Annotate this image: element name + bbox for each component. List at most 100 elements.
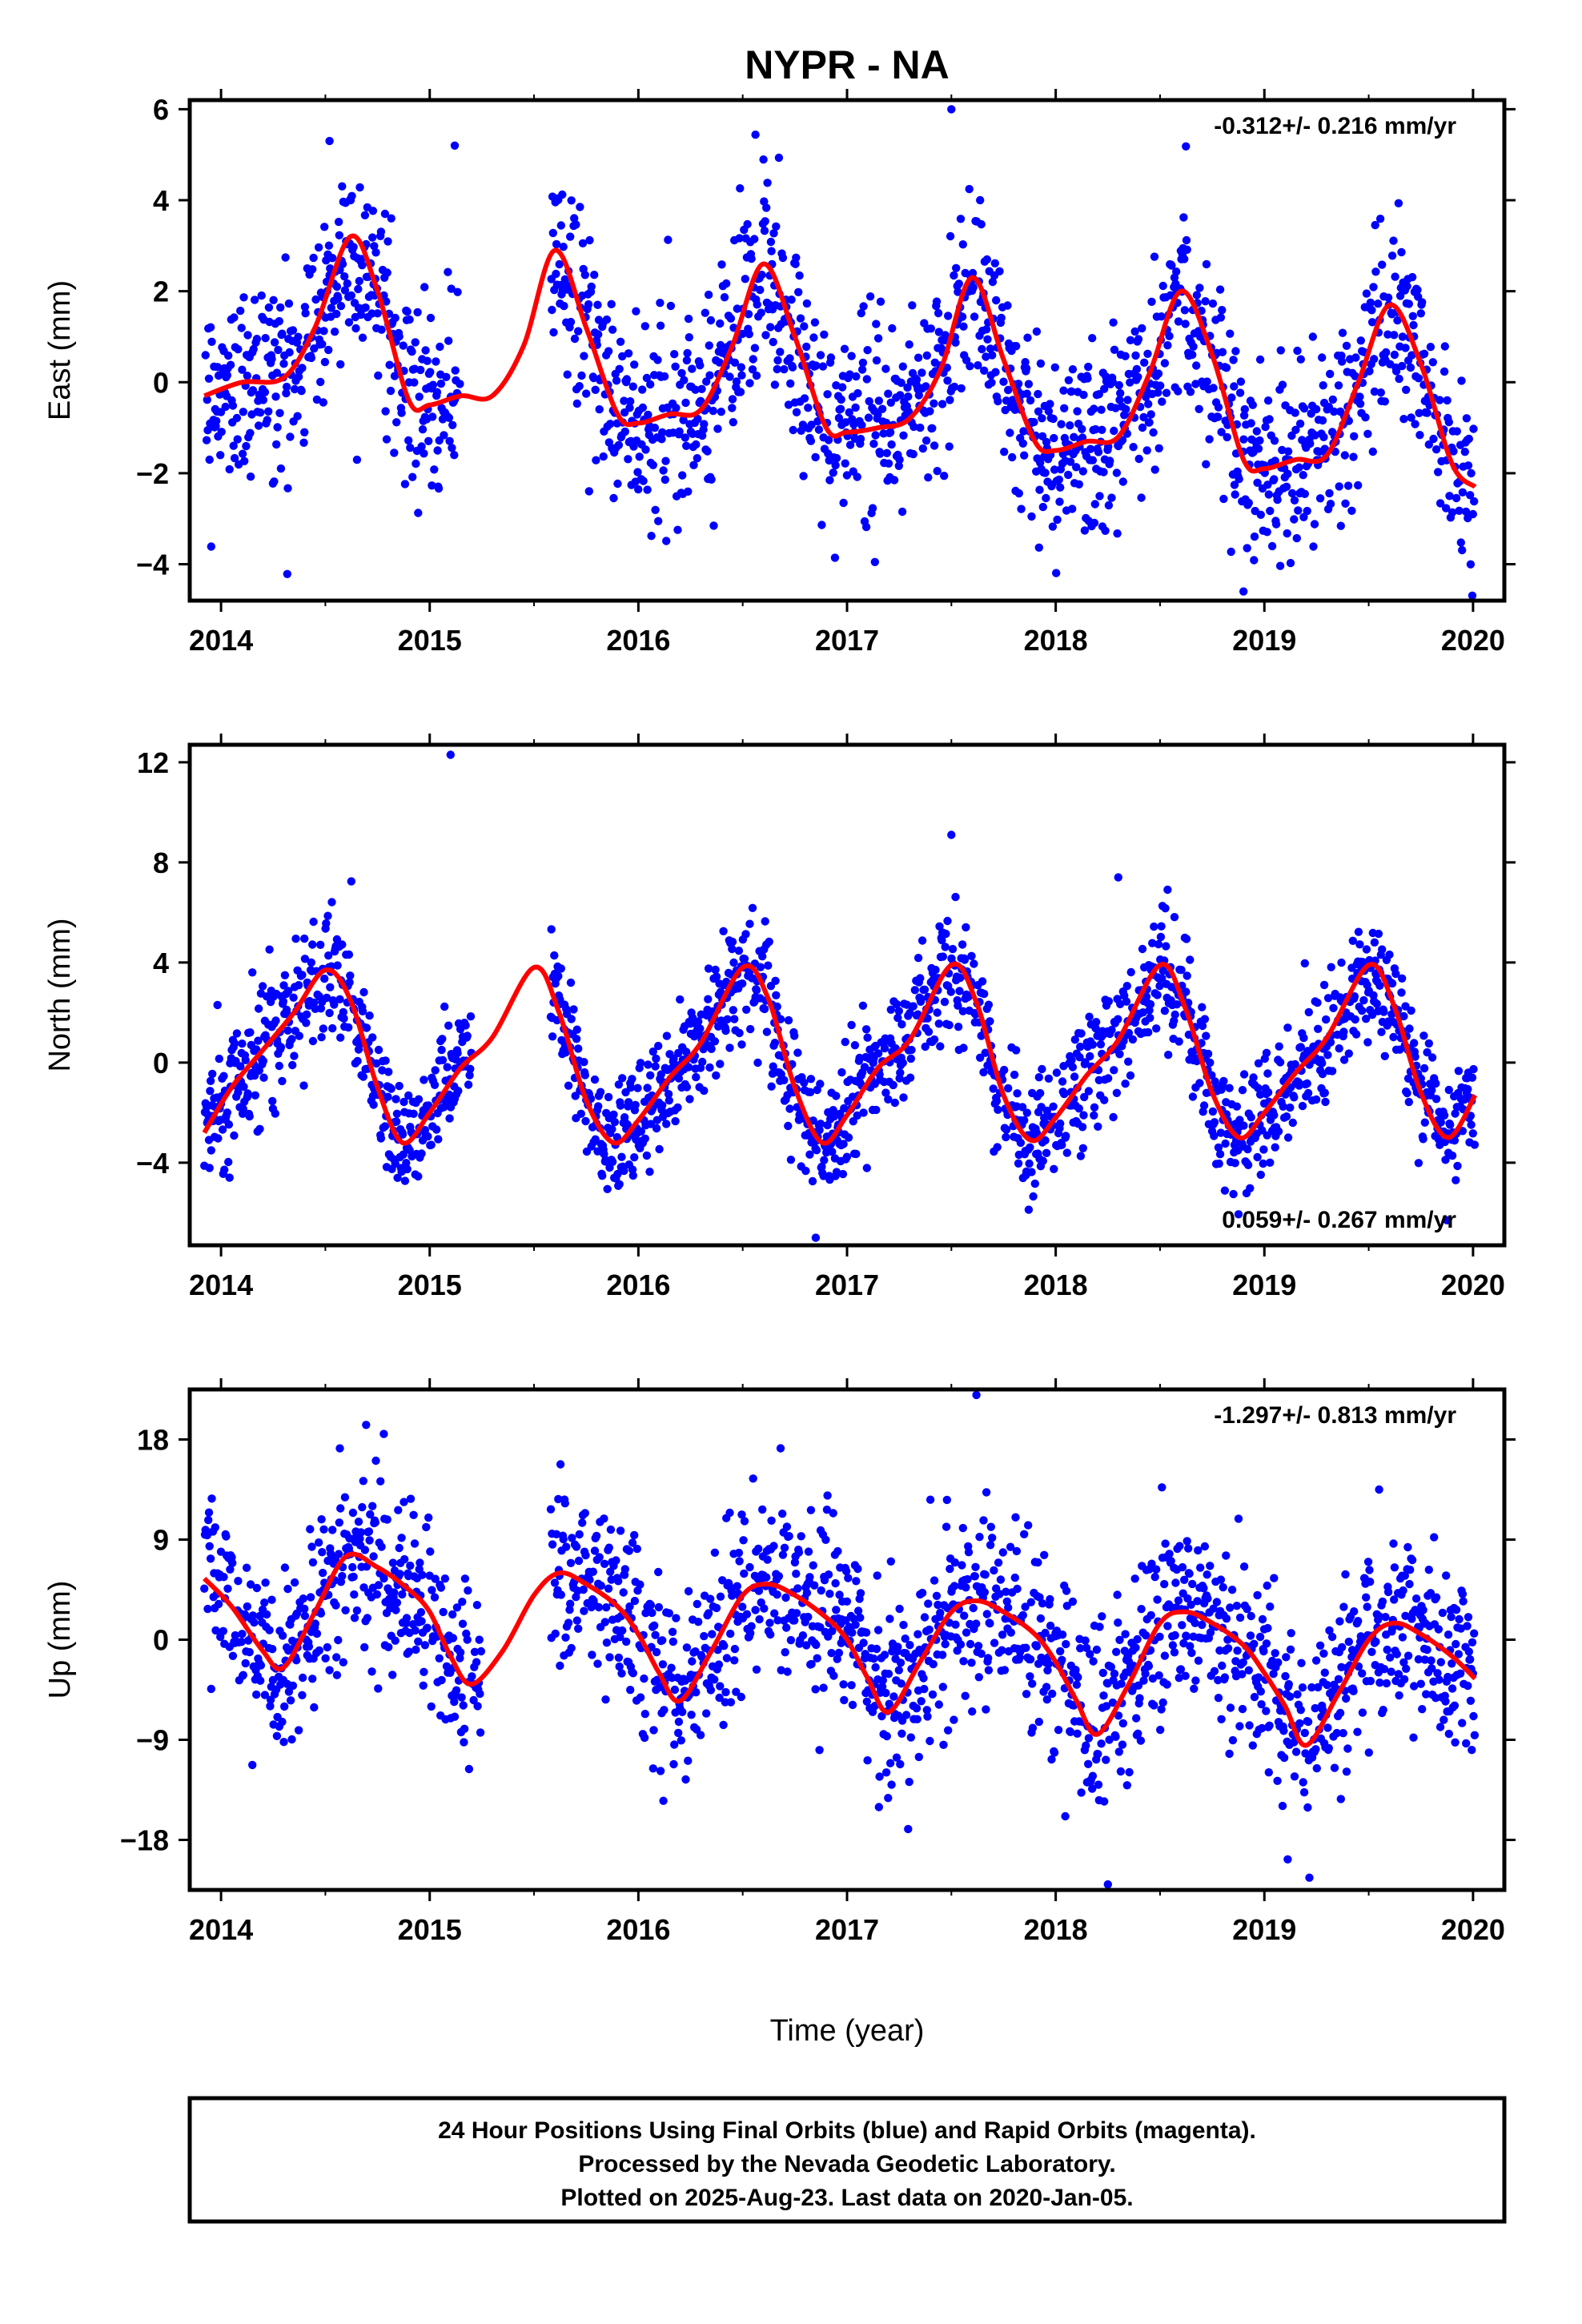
data-point (580, 1606, 588, 1615)
data-point (245, 1647, 254, 1657)
data-point (1401, 1002, 1410, 1011)
data-point (585, 1575, 594, 1584)
data-point (1435, 499, 1445, 508)
data-point (988, 351, 997, 360)
data-point (295, 1031, 303, 1040)
data-point (897, 1019, 906, 1029)
data-point (1447, 508, 1457, 517)
data-point (364, 1527, 374, 1536)
data-point (1142, 392, 1150, 401)
data-point (236, 1062, 245, 1071)
data-point (383, 1515, 391, 1524)
data-point (464, 1080, 473, 1089)
data-point (924, 473, 933, 482)
data-point (620, 427, 629, 436)
data-point (339, 1014, 348, 1023)
data-point (998, 1548, 1008, 1557)
data-point (628, 1669, 637, 1678)
data-point (1147, 297, 1156, 306)
data-point (255, 1124, 264, 1134)
data-point (271, 1109, 279, 1118)
data-point (781, 1648, 789, 1657)
data-point (1287, 489, 1297, 498)
data-point (754, 1544, 763, 1554)
data-point (876, 297, 885, 306)
data-point (1128, 1035, 1138, 1044)
data-point (1407, 413, 1415, 422)
data-point (450, 451, 459, 460)
data-point (241, 1055, 250, 1065)
data-point (921, 1042, 930, 1051)
data-point (737, 363, 745, 372)
y-tick-label: 4 (153, 184, 169, 217)
data-point (982, 1488, 991, 1497)
data-point (1431, 445, 1441, 454)
data-point (1125, 1767, 1134, 1777)
data-point (412, 1645, 420, 1655)
data-point (255, 1611, 264, 1621)
data-point (958, 1561, 966, 1570)
data-point (990, 1566, 998, 1575)
data-point (399, 341, 408, 350)
data-point (1060, 404, 1069, 412)
data-point (849, 1117, 857, 1126)
data-point (646, 1601, 656, 1610)
data-point (983, 335, 992, 344)
data-point (1008, 452, 1017, 462)
data-point (723, 1015, 732, 1024)
data-point (1109, 1112, 1118, 1122)
data-point (674, 1728, 683, 1738)
data-point (1162, 942, 1170, 951)
data-point (1086, 444, 1095, 453)
data-point (466, 1064, 475, 1074)
data-point (381, 1056, 390, 1065)
data-point (942, 364, 952, 372)
data-point (454, 1087, 463, 1096)
data-point (406, 443, 415, 452)
data-point (435, 1654, 444, 1663)
data-point (767, 1082, 776, 1091)
data-point (958, 312, 967, 321)
data-point (693, 1599, 701, 1609)
data-point (1137, 1605, 1146, 1614)
data-point (1123, 396, 1132, 404)
data-point (1090, 1103, 1099, 1112)
data-point (332, 935, 342, 944)
rate-label-north: 0.059+/- 0.267 mm/yr (1222, 1207, 1456, 1233)
data-point (327, 898, 336, 907)
data-point (416, 365, 425, 375)
data-point (289, 993, 298, 1002)
data-point (675, 427, 684, 436)
data-point (895, 1604, 904, 1614)
data-point (1456, 538, 1466, 547)
data-point (1202, 1031, 1211, 1040)
data-point (1072, 463, 1081, 472)
data-point (1366, 298, 1375, 308)
data-point (684, 1756, 693, 1765)
data-point (330, 1000, 339, 1009)
data-point (438, 1055, 448, 1065)
data-point (954, 1023, 963, 1031)
data-point (751, 1606, 760, 1614)
data-point (756, 963, 765, 971)
data-point (880, 1651, 889, 1659)
data-point (1082, 1643, 1091, 1652)
data-point (249, 344, 258, 354)
data-point (1403, 282, 1411, 291)
data-point (1172, 1000, 1182, 1009)
data-point (250, 1618, 259, 1627)
data-point (742, 1005, 751, 1015)
data-point (592, 1531, 601, 1541)
data-point (1443, 1216, 1452, 1225)
data-point (616, 1633, 624, 1642)
data-point (648, 1047, 657, 1056)
data-point (671, 362, 680, 371)
data-point (363, 1614, 371, 1622)
data-point (681, 1775, 690, 1784)
data-point (558, 190, 567, 199)
data-point (371, 1456, 380, 1466)
data-point (682, 441, 691, 450)
data-point (697, 1652, 706, 1661)
data-point (600, 1618, 609, 1626)
data-point (658, 1660, 668, 1669)
